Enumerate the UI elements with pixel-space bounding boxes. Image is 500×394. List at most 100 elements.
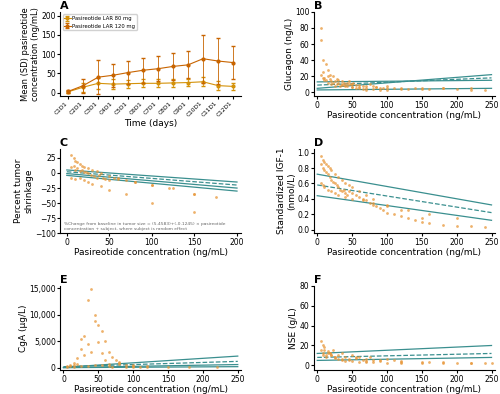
Point (383, 84, 391, 91)
Point (383, 356, 391, 362)
Point (327, 78, 335, 84)
Point (425, 86, 433, 92)
Point (352, 84, 360, 91)
Point (316, 337, 324, 344)
Point (326, 350, 334, 357)
Point (77, 336, 85, 342)
Point (336, 186, 344, 193)
Point (91, 362, 99, 368)
Point (316, 180, 324, 186)
Point (348, 358, 356, 364)
Point (70, 360, 78, 366)
Point (94, 339, 102, 346)
Point (98, 327, 106, 334)
Point (101, 176, 109, 182)
Text: A: A (60, 1, 68, 11)
Point (348, 81, 356, 87)
Point (97, 183, 105, 190)
Point (342, 80, 350, 86)
Point (480, 87, 488, 93)
Point (143, 364, 151, 370)
Point (190, 191, 198, 197)
Point (338, 81, 345, 87)
Point (338, 78, 345, 84)
Point (425, 220, 433, 227)
Point (63, 362, 71, 369)
Point (322, 77, 330, 84)
Point (380, 84, 388, 91)
Point (70, 155, 78, 161)
Point (326, 76, 334, 83)
Point (480, 360, 488, 366)
Point (362, 192, 370, 198)
Point (327, 352, 335, 359)
Point (129, 362, 137, 369)
Point (327, 81, 335, 87)
Point (190, 191, 198, 197)
Point (390, 85, 398, 91)
Point (324, 164, 332, 170)
Point (322, 61, 330, 67)
Point (376, 358, 384, 364)
Point (452, 86, 460, 92)
Point (348, 84, 356, 90)
Point (358, 197, 366, 203)
Point (76, 175, 84, 181)
Point (330, 354, 338, 361)
Point (84, 179, 92, 185)
Point (122, 191, 130, 197)
Point (91, 312, 99, 318)
Point (80, 351, 88, 358)
Point (397, 360, 405, 366)
Point (452, 360, 460, 366)
Point (338, 350, 345, 357)
Point (164, 364, 172, 370)
Point (77, 346, 85, 352)
Point (369, 359, 377, 366)
Point (438, 85, 446, 91)
Point (342, 192, 350, 198)
X-axis label: Pasireotide concentration (ng/mL): Pasireotide concentration (ng/mL) (328, 111, 482, 120)
Point (330, 78, 338, 84)
Point (348, 184, 356, 190)
Point (131, 179, 139, 185)
Point (390, 357, 398, 364)
Point (344, 188, 352, 194)
Point (136, 364, 144, 370)
Point (358, 357, 366, 364)
Point (67, 175, 75, 181)
Point (326, 174, 334, 180)
Legend: Pasireotide LAR 80 mg, Pasireotide LAR 120 mg: Pasireotide LAR 80 mg, Pasireotide LAR 1… (62, 15, 136, 30)
Point (404, 215, 412, 221)
Point (185, 364, 193, 370)
Point (334, 192, 342, 198)
Point (114, 175, 122, 181)
Point (376, 205, 384, 211)
Point (334, 77, 342, 84)
Point (372, 84, 380, 90)
Point (116, 361, 124, 367)
Point (148, 182, 156, 188)
Point (397, 359, 405, 366)
Text: D: D (314, 138, 323, 148)
Point (355, 188, 363, 194)
Point (70, 364, 78, 370)
Point (348, 352, 356, 359)
Point (344, 78, 352, 84)
Point (338, 82, 345, 88)
Point (324, 73, 332, 80)
Point (334, 352, 342, 359)
Point (330, 180, 338, 186)
Point (97, 170, 105, 176)
Point (340, 80, 347, 86)
Point (320, 159, 328, 165)
Point (70, 362, 78, 368)
Point (488, 360, 496, 366)
Point (110, 175, 118, 181)
Point (98, 350, 106, 356)
Point (366, 354, 374, 361)
Point (213, 364, 221, 370)
Point (102, 338, 110, 344)
Point (94, 322, 102, 329)
Point (324, 348, 332, 355)
